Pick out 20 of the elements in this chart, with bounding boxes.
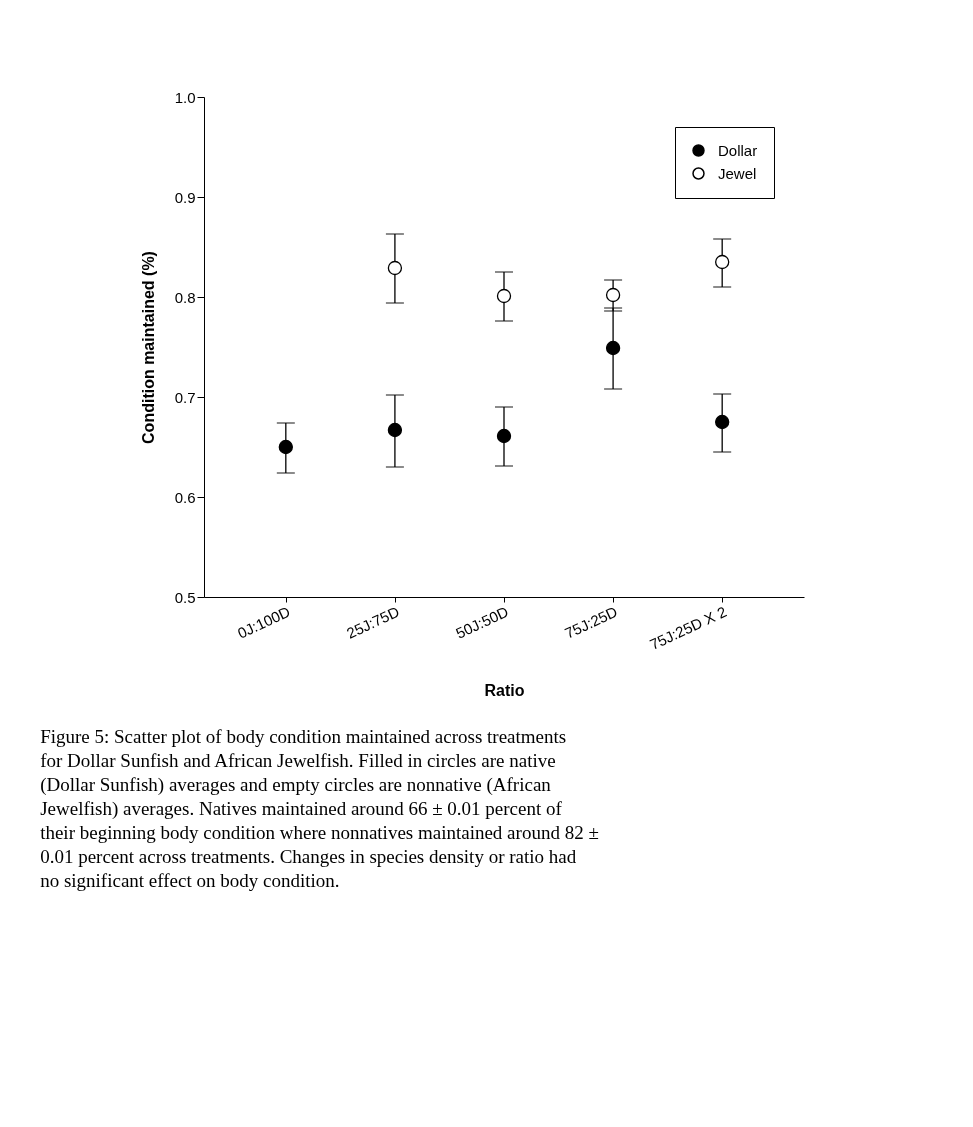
y-tick-label: 1.0 [174, 88, 196, 106]
y-axis-title: Condition maintained (%) [139, 251, 157, 444]
y-tick-label: 0.5 [174, 588, 196, 606]
point [715, 254, 730, 270]
point [496, 428, 512, 444]
point [387, 260, 403, 276]
x-axis-title: Ratio [484, 681, 525, 699]
y-tick-label: 0.7 [174, 388, 196, 406]
legend-label: Dollar [718, 141, 758, 159]
legend-label: Jewel [718, 164, 757, 182]
point [387, 422, 403, 438]
point [605, 340, 621, 356]
y-tick-label: 0.9 [174, 188, 196, 206]
point [278, 439, 293, 455]
point [605, 287, 621, 303]
y-tick-label: 0.8 [174, 288, 196, 306]
y-tick-label: 0.6 [174, 488, 196, 506]
point [715, 414, 730, 430]
caption: Figure 5: Scatter plot of body condition maintained across treatments for Dollar Sunfish and African Jewelfish. Filled in circles are native (Dollar Sunfish) averages and empty circles are nonnative (African Jewelfish) averages. Natives maintained around 66 ± 0.01 percent of their beginning body condition where nonnatives maintained around 82 ± 0.01 percent across treatments. Changes in species density or ratio had no significant effect on body condition. [40, 726, 599, 892]
point [496, 288, 512, 304]
